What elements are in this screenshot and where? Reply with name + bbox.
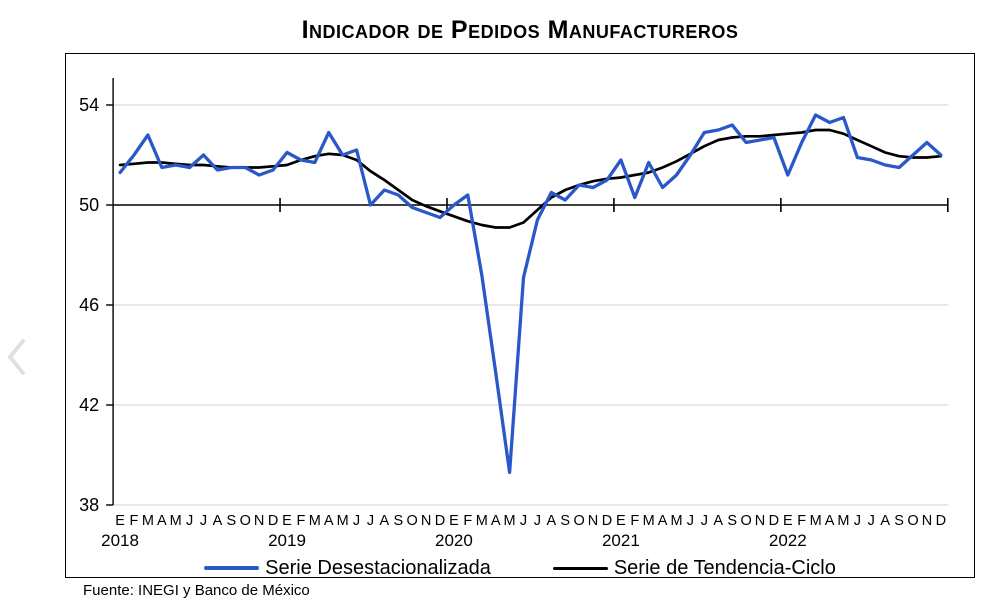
series-line-tendencia-ciclo bbox=[118, 128, 943, 229]
series-line-desestacionalizada bbox=[118, 113, 943, 475]
month-label-2021-7: J bbox=[701, 513, 708, 529]
month-label-2021-5: M bbox=[670, 513, 682, 529]
month-label-2018-5: M bbox=[170, 513, 182, 529]
y-tick-label-46: 46 bbox=[79, 295, 99, 315]
month-label-2022-4: A bbox=[825, 513, 835, 529]
month-label-2020-10: O bbox=[574, 513, 585, 529]
y-tick-label-54: 54 bbox=[79, 95, 99, 115]
year-label-2018: 2018 bbox=[101, 531, 139, 550]
month-label-2021-2: F bbox=[630, 513, 639, 529]
month-label-2021-3: M bbox=[643, 513, 655, 529]
month-label-2019-9: S bbox=[393, 513, 403, 529]
legend-label-tendencia: Serie de Tendencia-Ciclo bbox=[613, 556, 836, 579]
month-label-2018-12: D bbox=[268, 513, 278, 529]
month-label-2019-10: O bbox=[407, 513, 418, 529]
year-label-2020: 2020 bbox=[435, 531, 473, 550]
year-label-2019: 2019 bbox=[268, 531, 306, 550]
month-label-2019-5: M bbox=[337, 513, 349, 529]
month-label-2018-10: O bbox=[240, 513, 251, 529]
month-label-2018-9: S bbox=[227, 513, 237, 529]
y-tick-label-50: 50 bbox=[79, 195, 99, 215]
month-label-2019-12: D bbox=[435, 513, 445, 529]
month-label-2022-7: J bbox=[868, 513, 875, 529]
month-label-2020-4: A bbox=[491, 513, 501, 529]
month-label-2020-9: S bbox=[560, 513, 570, 529]
month-label-2019-11: N bbox=[421, 513, 431, 529]
month-label-2022-2: F bbox=[797, 513, 806, 529]
legend-item-tendencia-ciclo: Serie de Tendencia-Ciclo bbox=[552, 556, 836, 580]
month-label-2018-8: A bbox=[213, 513, 223, 529]
chart-title: Indicador de Pedidos Manufactureros bbox=[301, 16, 739, 44]
month-label-2019-6: J bbox=[353, 513, 360, 529]
month-label-2021-8: A bbox=[713, 513, 723, 529]
month-label-2022-11: N bbox=[922, 513, 932, 529]
y-tick-label-42: 42 bbox=[79, 395, 99, 415]
legend-line-sample-desestacionalizada bbox=[204, 566, 260, 570]
month-label-2018-2: F bbox=[130, 513, 139, 529]
month-label-2022-1: E bbox=[783, 513, 793, 529]
month-label-2022-5: M bbox=[837, 513, 849, 529]
month-label-2021-4: A bbox=[658, 513, 668, 529]
month-label-2021-11: N bbox=[755, 513, 765, 529]
y-tick-label-38: 38 bbox=[79, 495, 99, 515]
legend-item-desestacionalizada: Serie Desestacionalizada bbox=[204, 557, 491, 580]
month-label-2022-9: S bbox=[894, 513, 904, 529]
month-label-2020-1: E bbox=[449, 513, 459, 529]
month-label-2022-3: M bbox=[810, 513, 822, 529]
month-label-2019-1: E bbox=[282, 513, 292, 529]
legend-line-sample-tendencia bbox=[552, 566, 608, 570]
month-label-2020-6: J bbox=[520, 513, 527, 529]
month-label-2020-7: J bbox=[534, 513, 541, 529]
year-label-2022: 2022 bbox=[769, 531, 807, 550]
month-label-2020-8: A bbox=[546, 513, 556, 529]
year-label-2021: 2021 bbox=[602, 531, 640, 550]
month-label-2018-11: N bbox=[254, 513, 264, 529]
month-label-2019-8: A bbox=[380, 513, 390, 529]
month-label-2019-7: J bbox=[367, 513, 374, 529]
month-label-2020-12: D bbox=[602, 513, 612, 529]
month-label-2021-1: E bbox=[616, 513, 626, 529]
chart-legend: Serie Desestacionalizada Serie de Tenden… bbox=[65, 555, 975, 581]
month-label-2022-8: A bbox=[880, 513, 890, 529]
month-label-2021-9: S bbox=[727, 513, 737, 529]
month-label-2018-4: A bbox=[157, 513, 167, 529]
month-label-2019-3: M bbox=[309, 513, 321, 529]
legend-label-desestacionalizada: Serie Desestacionalizada bbox=[265, 556, 491, 579]
month-label-2021-10: O bbox=[740, 513, 751, 529]
month-label-2022-10: O bbox=[907, 513, 918, 529]
month-label-2019-4: A bbox=[324, 513, 334, 529]
month-label-2018-3: M bbox=[142, 513, 154, 529]
month-label-2022-6: J bbox=[854, 513, 861, 529]
month-label-2020-5: M bbox=[504, 513, 516, 529]
month-label-2021-6: J bbox=[687, 513, 694, 529]
month-label-2018-1: E bbox=[115, 513, 125, 529]
month-label-2021-12: D bbox=[769, 513, 779, 529]
month-label-2018-6: J bbox=[186, 513, 193, 529]
month-label-2020-3: M bbox=[476, 513, 488, 529]
chevron-left-icon[interactable] bbox=[5, 335, 31, 379]
month-label-2022-12: D bbox=[936, 513, 946, 529]
source-note: Fuente: INEGI y Banco de México bbox=[83, 582, 310, 599]
month-label-2020-2: F bbox=[463, 513, 472, 529]
month-label-2019-2: F bbox=[296, 513, 305, 529]
month-label-2018-7: J bbox=[200, 513, 207, 529]
month-label-2020-11: N bbox=[588, 513, 598, 529]
